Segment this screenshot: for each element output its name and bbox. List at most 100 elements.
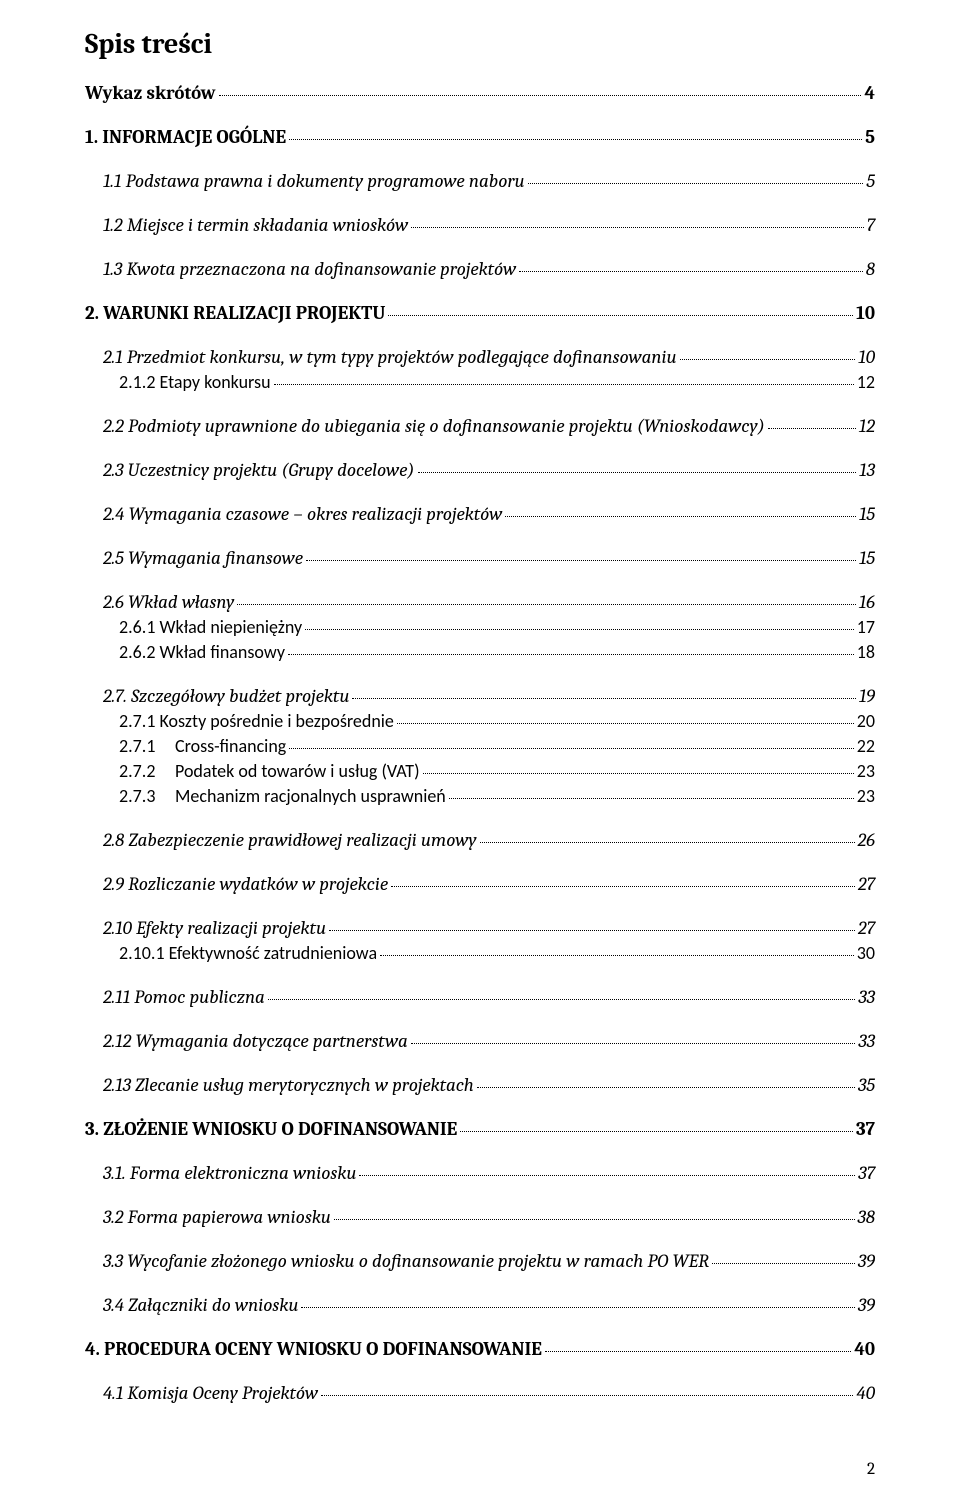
toc-entry: 2.10.1 Efektywność zatrudnieniowa30: [119, 942, 875, 964]
toc-entry-label: 4. PROCEDURA OCENY WNIOSKU O DOFINANSOWA…: [85, 1338, 542, 1360]
toc-entry-page: 12: [857, 371, 875, 393]
toc-entry-label: 2.11 Pomoc publiczna: [103, 986, 265, 1008]
toc-entry: 2.7.2Podatek od towarów i usług (VAT) 23: [119, 760, 875, 782]
toc-entry-page: 38: [858, 1206, 875, 1228]
toc-entry-label: 2.7.2Podatek od towarów i usług (VAT): [119, 760, 420, 782]
page-title: Spis treści: [85, 28, 875, 60]
toc-entry-label: 2.10.1 Efektywność zatrudnieniowa: [119, 942, 377, 964]
toc-entry: 2.7.1Cross-financing22: [119, 735, 875, 757]
toc-leader-dots: [388, 314, 853, 316]
toc-leader-dots: [423, 772, 854, 774]
toc-leader-dots: [397, 722, 854, 724]
toc-leader-dots: [391, 885, 855, 887]
toc-entry-page: 35: [858, 1074, 875, 1096]
toc-entry-label: 1.2 Miejsce i termin składania wniosków: [103, 214, 408, 236]
page-number: 2: [867, 1460, 875, 1479]
toc-entry-page: 13: [859, 459, 875, 481]
toc-entry-page: 4: [864, 82, 875, 104]
toc-entry: 2.2 Podmioty uprawnione do ubiegania się…: [103, 415, 875, 437]
toc-leader-dots: [418, 471, 857, 473]
toc-entry-page: 15: [859, 547, 875, 569]
toc-entry-label: 2.1.2 Etapy konkursu: [119, 371, 271, 393]
toc-entry-label: 2.13 Zlecanie usług merytorycznych w pro…: [103, 1074, 474, 1096]
toc-leader-dots: [268, 998, 855, 1000]
toc-entry: 2.10 Efekty realizacji projektu 27: [103, 917, 875, 939]
toc-entry: 2.6 Wkład własny16: [103, 591, 875, 613]
toc-leader-dots: [288, 653, 854, 655]
toc-leader-dots: [545, 1350, 851, 1352]
toc-leader-dots: [305, 628, 854, 630]
toc-entry-label: 2. WARUNKI REALIZACJI PROJEKTU: [85, 302, 385, 324]
toc-leader-dots: [359, 1174, 855, 1176]
toc-entry-label: 1.1 Podstawa prawna i dokumenty programo…: [103, 170, 525, 192]
toc-entry: 2.6.2 Wkład finansowy18: [119, 641, 875, 663]
toc-entry: 2.9 Rozliczanie wydatków w projekcie27: [103, 873, 875, 895]
toc-entry-text: Cross-financing: [175, 735, 286, 757]
toc-entry: 1. INFORMACJE OGÓLNE 5: [85, 126, 875, 148]
toc-entry-text: Mechanizm racjonalnych usprawnień: [175, 785, 446, 807]
toc-leader-dots: [505, 515, 856, 517]
table-of-contents: Wykaz skrótów 4 1. INFORMACJE OGÓLNE 5 1.1 P…: [85, 82, 875, 1404]
toc-leader-dots: [528, 182, 864, 184]
toc-entry-label: 2.7. Szczegółowy budżet projektu: [103, 685, 349, 707]
toc-leader-dots: [480, 841, 855, 843]
toc-entry-page: 5: [865, 126, 875, 148]
toc-entry-label: 3.3 Wycofanie złożonego wniosku o dofina…: [103, 1250, 709, 1272]
toc-entry-page: 26: [858, 829, 875, 851]
toc-entry: 2.4 Wymagania czasowe – okres realizacji…: [103, 503, 875, 525]
toc-entry: 2.7.3Mechanizm racjonalnych usprawnień 23: [119, 785, 875, 807]
toc-entry-label: 3.2 Forma papierowa wniosku: [103, 1206, 331, 1228]
toc-entry-label: 2.7.1Cross-financing: [119, 735, 286, 757]
toc-leader-dots: [460, 1130, 853, 1132]
toc-entry-page: 17: [857, 616, 875, 638]
toc-entry-page: 23: [857, 785, 875, 807]
toc-entry-label: 2.2 Podmioty uprawnione do ubiegania się…: [103, 415, 765, 437]
toc-entry: 1.2 Miejsce i termin składania wniosków 7: [103, 214, 875, 236]
toc-entry-page: 23: [857, 760, 875, 782]
toc-entry-page: 27: [858, 917, 875, 939]
toc-entry: Wykaz skrótów 4: [85, 82, 875, 104]
toc-entry-page: 40: [854, 1338, 875, 1360]
toc-entry-page: 7: [867, 214, 875, 236]
toc-leader-dots: [306, 559, 856, 561]
toc-entry-label: 3. ZŁOŻENIE WNIOSKU O DOFINANSOWANIE: [85, 1118, 457, 1140]
toc-entry-number: 2.7.3: [119, 785, 175, 807]
toc-entry-label: 4.1 Komisja Oceny Projektów: [103, 1382, 318, 1404]
toc-leader-dots: [219, 94, 862, 96]
toc-entry-label: 2.10 Efekty realizacji projektu: [103, 917, 326, 939]
toc-entry: 3.1. Forma elektroniczna wniosku37: [103, 1162, 875, 1184]
toc-entry: 1.3 Kwota przeznaczona na dofinansowanie…: [103, 258, 875, 280]
toc-leader-dots: [519, 270, 863, 272]
toc-leader-dots: [768, 427, 856, 429]
toc-entry: 2. WARUNKI REALIZACJI PROJEKTU10: [85, 302, 875, 324]
toc-entry: 2.12 Wymagania dotyczące partnerstwa33: [103, 1030, 875, 1052]
toc-entry: 2.13 Zlecanie usług merytorycznych w pro…: [103, 1074, 875, 1096]
toc-leader-dots: [289, 747, 854, 749]
toc-entry-label: 2.3 Uczestnicy projektu (Grupy docelowe): [103, 459, 415, 481]
toc-entry-page: 10: [858, 346, 875, 368]
toc-entry: 2.3 Uczestnicy projektu (Grupy docelowe)…: [103, 459, 875, 481]
toc-entry-page: 8: [866, 258, 875, 280]
toc-entry-label: 1. INFORMACJE OGÓLNE: [85, 126, 286, 148]
toc-entry-text: Podatek od towarów i usług (VAT): [175, 760, 420, 782]
toc-leader-dots: [329, 929, 855, 931]
toc-entry: 2.1.2 Etapy konkursu 12: [119, 371, 875, 393]
toc-leader-dots: [237, 603, 855, 605]
toc-entry-label: 2.5 Wymagania finansowe: [103, 547, 303, 569]
toc-leader-dots: [321, 1394, 853, 1396]
toc-entry-page: 18: [857, 641, 875, 663]
toc-entry: 3.2 Forma papierowa wniosku 38: [103, 1206, 875, 1228]
toc-entry-page: 27: [858, 873, 875, 895]
toc-entry: 2.1 Przedmiot konkursu, w tym typy proje…: [103, 346, 875, 368]
toc-entry-label: 2.6.1 Wkład niepieniężny: [119, 616, 302, 638]
toc-entry: 3.3 Wycofanie złożonego wniosku o dofina…: [103, 1250, 875, 1272]
toc-entry-page: 37: [856, 1118, 875, 1140]
toc-entry: 4.1 Komisja Oceny Projektów40: [103, 1382, 875, 1404]
toc-entry: 2.5 Wymagania finansowe 15: [103, 547, 875, 569]
toc-entry-label: Wykaz skrótów: [85, 82, 216, 104]
toc-leader-dots: [411, 1042, 855, 1044]
toc-leader-dots: [352, 697, 855, 699]
toc-leader-dots: [477, 1086, 855, 1088]
toc-entry: 2.11 Pomoc publiczna33: [103, 986, 875, 1008]
toc-entry-page: 15: [859, 503, 875, 525]
